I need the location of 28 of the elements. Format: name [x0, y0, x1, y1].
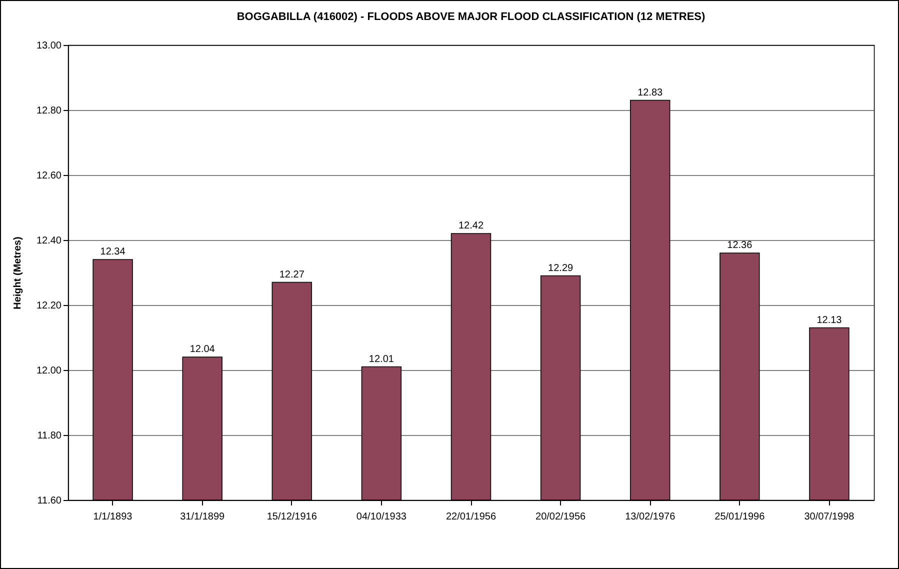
data-label: 12.42	[458, 220, 484, 232]
y-axis-title: Height (Metres)	[12, 236, 24, 310]
x-tick-label: 25/01/1996	[714, 512, 766, 522]
x-tick-label: 22/01/1956	[446, 512, 496, 522]
data-label: 12.34	[100, 246, 126, 258]
x-tick-label: 15/12/1916	[266, 512, 318, 522]
y-tick-label: 12.40	[36, 236, 62, 246]
data-label: 12.29	[548, 262, 574, 274]
y-tick-label: 12.20	[36, 300, 62, 312]
data-label: 12.04	[190, 344, 216, 355]
y-tick-label: 13.00	[36, 40, 62, 52]
y-tick-label: 12.60	[36, 170, 62, 182]
x-tick-label: 20/02/1956	[536, 512, 586, 522]
x-tick-label: 1/1/1893	[93, 512, 133, 522]
x-tick-label: 13/02/1976	[625, 512, 676, 522]
data-label: 12.27	[279, 269, 305, 280]
x-tick-label: 31/1/1899	[180, 512, 226, 522]
y-tick-label: 12.00	[36, 366, 62, 376]
y-tick-label: 11.80	[37, 430, 62, 442]
data-label: 12.83	[638, 87, 664, 98]
data-label: 12.36	[727, 240, 753, 251]
x-tick-label: 04/10/1933	[356, 512, 407, 522]
chart-title: BOGGABILLA (416002) - FLOODS ABOVE MAJOR FLOOD CLASSIFICATION (12 METRES)	[236, 11, 706, 23]
data-label: 12.13	[816, 314, 842, 326]
y-tick-label: 12.80	[36, 106, 62, 116]
y-tick-label: 11.60	[37, 496, 62, 506]
data-label: 12.01	[368, 354, 394, 365]
x-tick-label: 30/07/1998	[804, 512, 855, 522]
